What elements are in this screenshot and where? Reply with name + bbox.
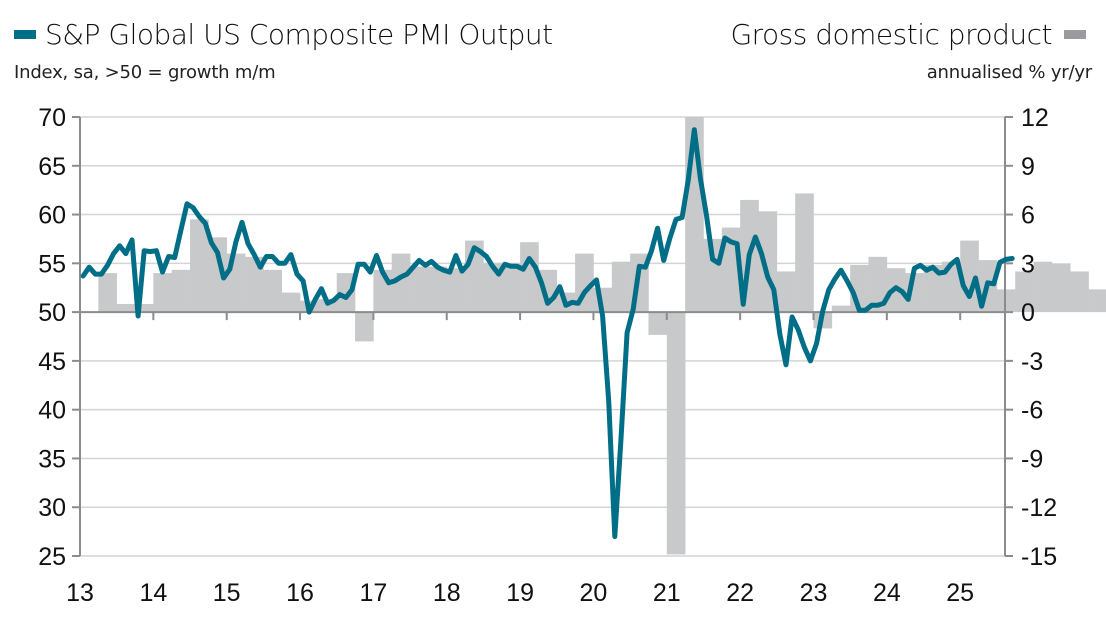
x-tick-label: 20 — [580, 579, 608, 607]
gdp-bar — [245, 256, 264, 313]
gdp-bar — [666, 312, 686, 555]
left-tick-label: 30 — [38, 494, 66, 522]
pmi-line — [80, 127, 1015, 539]
gdp-bar — [776, 271, 796, 313]
left-tick-label: 40 — [38, 397, 66, 425]
x-tick-label: 25 — [946, 579, 974, 607]
left-tick-label: 50 — [38, 299, 66, 327]
left-tick-label: 70 — [38, 104, 66, 132]
x-tick-label: 22 — [726, 579, 754, 607]
left-tick-label: 25 — [38, 543, 66, 571]
left-tick-label: 65 — [38, 153, 66, 181]
right-axis-subtitle: annualised % yr/yr — [926, 62, 1092, 83]
x-tick-label: 16 — [286, 579, 314, 607]
right-tick-label: -3 — [1021, 348, 1043, 376]
gdp-bar — [960, 240, 979, 313]
right-tick-label: 12 — [1021, 104, 1049, 132]
right-tick-label: 9 — [1021, 153, 1035, 181]
gdp-bar — [336, 273, 356, 313]
gdp-bar — [391, 253, 411, 313]
right-tick-label: -9 — [1021, 445, 1043, 473]
gdp-bar — [520, 242, 539, 313]
gdp-bar — [171, 269, 191, 313]
gridlines — [80, 116, 1005, 557]
x-tick-label: 14 — [139, 579, 167, 607]
left-tick-label: 60 — [38, 202, 66, 230]
left-axis-subtitle: Index, sa, >50 = growth m/m — [14, 62, 276, 83]
x-tick-label: 19 — [506, 579, 534, 607]
gdp-bar — [135, 303, 154, 313]
gdp-bar — [1033, 261, 1053, 313]
axes — [72, 116, 1013, 557]
x-tick-label: 13 — [66, 579, 94, 607]
legend-gdp: Gross domestic product — [730, 18, 1086, 51]
gdp-bar — [98, 273, 117, 313]
x-tick-label: 17 — [359, 579, 387, 607]
gdp-bar — [208, 237, 227, 313]
left-tick-label: 35 — [38, 445, 66, 473]
legend-gdp-swatch — [1064, 30, 1086, 39]
gdp-bar — [116, 303, 136, 313]
x-tick-label: 23 — [800, 579, 828, 607]
x-tick-label: 21 — [653, 579, 681, 607]
gdp-bar — [1015, 271, 1034, 313]
legend-pmi-label: S&P Global US Composite PMI Output — [45, 18, 553, 51]
gdp-bar — [355, 312, 374, 342]
pmi-series-line — [80, 127, 1015, 539]
right-tick-label: 0 — [1021, 299, 1035, 327]
right-tick-label: -15 — [1021, 543, 1057, 571]
gdp-bar — [996, 289, 1016, 313]
gdp-bar — [190, 219, 209, 313]
gdp-bar — [501, 263, 521, 313]
gdp-bar — [263, 269, 283, 313]
gdp-bar — [831, 305, 851, 313]
legend-gdp-label: Gross domestic product — [730, 18, 1052, 51]
gdp-bar — [410, 266, 429, 313]
gdp-bar — [868, 256, 888, 313]
gdp-bar — [795, 193, 814, 313]
gdp-bar — [941, 261, 961, 313]
gdp-bar — [1070, 271, 1089, 313]
legend-pmi-swatch — [14, 30, 36, 39]
gdp-bar — [153, 273, 172, 313]
gdp-bar — [1051, 263, 1071, 313]
gdp-bar — [611, 261, 631, 313]
right-tick-label: 3 — [1021, 250, 1035, 278]
left-tick-label: 45 — [38, 348, 66, 376]
legend-pmi: S&P Global US Composite PMI Output — [14, 18, 553, 51]
right-tick-label: -12 — [1021, 494, 1057, 522]
gdp-bar — [703, 238, 723, 313]
gdp-bar — [428, 266, 448, 313]
x-tick-label: 24 — [873, 579, 901, 607]
right-tick-label: -6 — [1021, 397, 1043, 425]
gdp-bar — [281, 292, 301, 313]
x-tick-label: 15 — [213, 579, 241, 607]
gdp-bar — [1088, 289, 1106, 313]
right-tick-label: 6 — [1021, 202, 1035, 230]
gdp-bar — [923, 264, 943, 313]
tick-labels: 70656055504540353025129630-3-6-9-12-1513… — [38, 104, 1057, 607]
x-tick-label: 18 — [433, 579, 461, 607]
gdp-bar — [648, 312, 668, 335]
gdp-bar — [446, 268, 466, 313]
left-tick-label: 55 — [38, 250, 66, 278]
